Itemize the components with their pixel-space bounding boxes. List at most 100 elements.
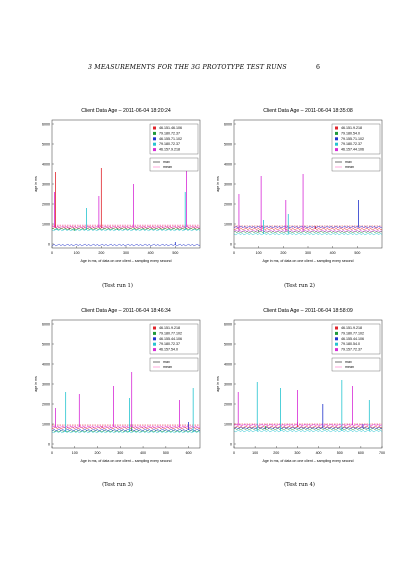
legend-box-lines <box>149 357 199 372</box>
legend-box <box>331 323 381 355</box>
y-tick-label: 2000 <box>42 403 50 407</box>
legend-swatch <box>335 331 338 335</box>
y-tick-label: 5000 <box>42 143 50 147</box>
legend-line-label: mean <box>345 165 354 169</box>
legend-label: 46.151.9.218 <box>341 126 362 130</box>
series-line <box>51 243 201 247</box>
series-3 <box>51 422 201 432</box>
legend-label: 79.180.77.102 <box>341 331 364 335</box>
caption-test-run-3: (Test run 3) <box>102 482 133 488</box>
legend-swatch <box>335 131 338 135</box>
y-tick-label: 5000 <box>224 143 232 147</box>
legend-label: 79.180.72.37 <box>341 142 362 146</box>
y-axis-label: age in ms <box>216 376 220 392</box>
chart-test-run-4: Client Data Age – 2011-06-04 18:58:09 0 10… <box>212 300 387 478</box>
legend-swatch <box>153 331 156 335</box>
series-5 <box>233 386 383 427</box>
x-tick-label: 300 <box>123 251 129 255</box>
x-tick-label: 0 <box>51 451 53 455</box>
y-tick-label: 2000 <box>224 403 232 407</box>
chart-svg: Client Data Age – 2011-06-04 18:35:08 0 10… <box>216 108 383 263</box>
series-4 <box>51 192 201 232</box>
y-tick-label: 3000 <box>42 183 50 187</box>
legend-swatch <box>335 342 338 346</box>
legend-swatch <box>335 337 338 341</box>
y-tick-label: 6000 <box>42 323 50 327</box>
legend-label: 79.180.54.0 <box>341 131 360 135</box>
chart-test-run-1: Client Data Age – 2011-06-04 18:20:24 0 10… <box>30 100 205 278</box>
y-tick-label: 3000 <box>224 183 232 187</box>
running-title: 3 MEASUREMENTS FOR THE 3G PROTOTYPE TEST… <box>88 64 287 71</box>
legend-line-label: max <box>163 360 170 364</box>
chart-test-run-3: Client Data Age – 2011-06-04 18:46:34 0 10… <box>30 300 205 478</box>
x-tick-label: 200 <box>95 451 101 455</box>
y-tick-label: 3000 <box>42 383 50 387</box>
caption-test-run-4: (Test run 4) <box>284 482 315 488</box>
y-tick-label: 1000 <box>224 423 232 427</box>
legend-label: 46.157.9.218 <box>159 148 180 152</box>
x-tick-label: 0 <box>233 251 235 255</box>
chart-title: Client Data Age – 2011-06-04 18:20:24 <box>81 108 171 114</box>
x-tick-label: 0 <box>233 451 235 455</box>
legend-label: 46.151.9.218 <box>341 326 362 330</box>
legend-swatch <box>153 337 156 341</box>
x-axis-label: Age in ms, of data on one client – sampl… <box>80 259 171 263</box>
legend-line-label: max <box>163 160 170 164</box>
x-tick-label: 0 <box>51 251 53 255</box>
running-header: 3 MEASUREMENTS FOR THE 3G PROTOTYPE TEST… <box>0 64 413 76</box>
legend-swatch <box>335 142 338 146</box>
y-tick-label: 4000 <box>42 163 50 167</box>
series-2 <box>233 426 383 431</box>
x-tick-label: 400 <box>148 251 154 255</box>
series-line <box>233 423 383 427</box>
series-line <box>51 425 201 429</box>
legend-swatch <box>335 137 338 141</box>
legend-swatch <box>335 148 338 152</box>
series-1 <box>51 168 201 230</box>
legend-label: 79.180.77.102 <box>159 331 182 335</box>
series-1 <box>233 226 383 231</box>
y-tick-label: 1000 <box>42 223 50 227</box>
series-line <box>233 229 383 233</box>
legend-label: 46.155.71.102 <box>159 137 182 141</box>
legend-label: 46.151.46.106 <box>159 126 182 130</box>
chart-svg: Client Data Age – 2011-06-04 18:20:24 0 10… <box>34 108 201 263</box>
legend-box-lines <box>331 357 381 372</box>
y-tick-label: 0 <box>48 243 50 247</box>
series-line <box>51 225 201 229</box>
legend-label: 79.180.54.0 <box>341 342 360 346</box>
legend-line-label: mean <box>163 365 172 369</box>
y-tick-label: 2000 <box>224 203 232 207</box>
series-line <box>51 228 201 232</box>
legend-label: 46.155.44.106 <box>159 337 182 341</box>
series-line <box>233 227 383 231</box>
legend-label: 79.155.71.102 <box>341 137 364 141</box>
chart-svg: Client Data Age – 2011-06-04 18:58:09 0 10… <box>216 308 385 463</box>
legend-swatch <box>153 148 156 152</box>
y-tick-label: 5000 <box>42 343 50 347</box>
legend-swatch <box>153 348 156 352</box>
series-4 <box>233 380 383 433</box>
y-tick-label: 1000 <box>42 423 50 427</box>
series-5 <box>51 372 201 429</box>
x-tick-label: 100 <box>72 451 78 455</box>
y-tick-label: 3000 <box>224 383 232 387</box>
y-tick-label: 6000 <box>42 123 50 127</box>
x-tick-label: 700 <box>379 451 385 455</box>
series-line <box>51 227 201 231</box>
legend-label: 79.180.72.37 <box>159 142 180 146</box>
legend-swatch <box>153 131 156 135</box>
legend-box <box>331 123 381 155</box>
x-tick-label: 200 <box>98 251 104 255</box>
caption-test-run-1: (Test run 1) <box>102 283 133 289</box>
legend-line-label: max <box>345 160 352 164</box>
page-number: 6 <box>316 64 320 71</box>
x-tick-label: 100 <box>74 251 80 255</box>
x-tick-label: 200 <box>280 251 286 255</box>
series-5 <box>51 162 201 229</box>
x-tick-label: 300 <box>305 251 311 255</box>
legend-swatch <box>153 142 156 146</box>
series-line <box>51 428 201 432</box>
x-tick-label: 500 <box>337 451 343 455</box>
legend-label: 46.155.44.106 <box>341 337 364 341</box>
